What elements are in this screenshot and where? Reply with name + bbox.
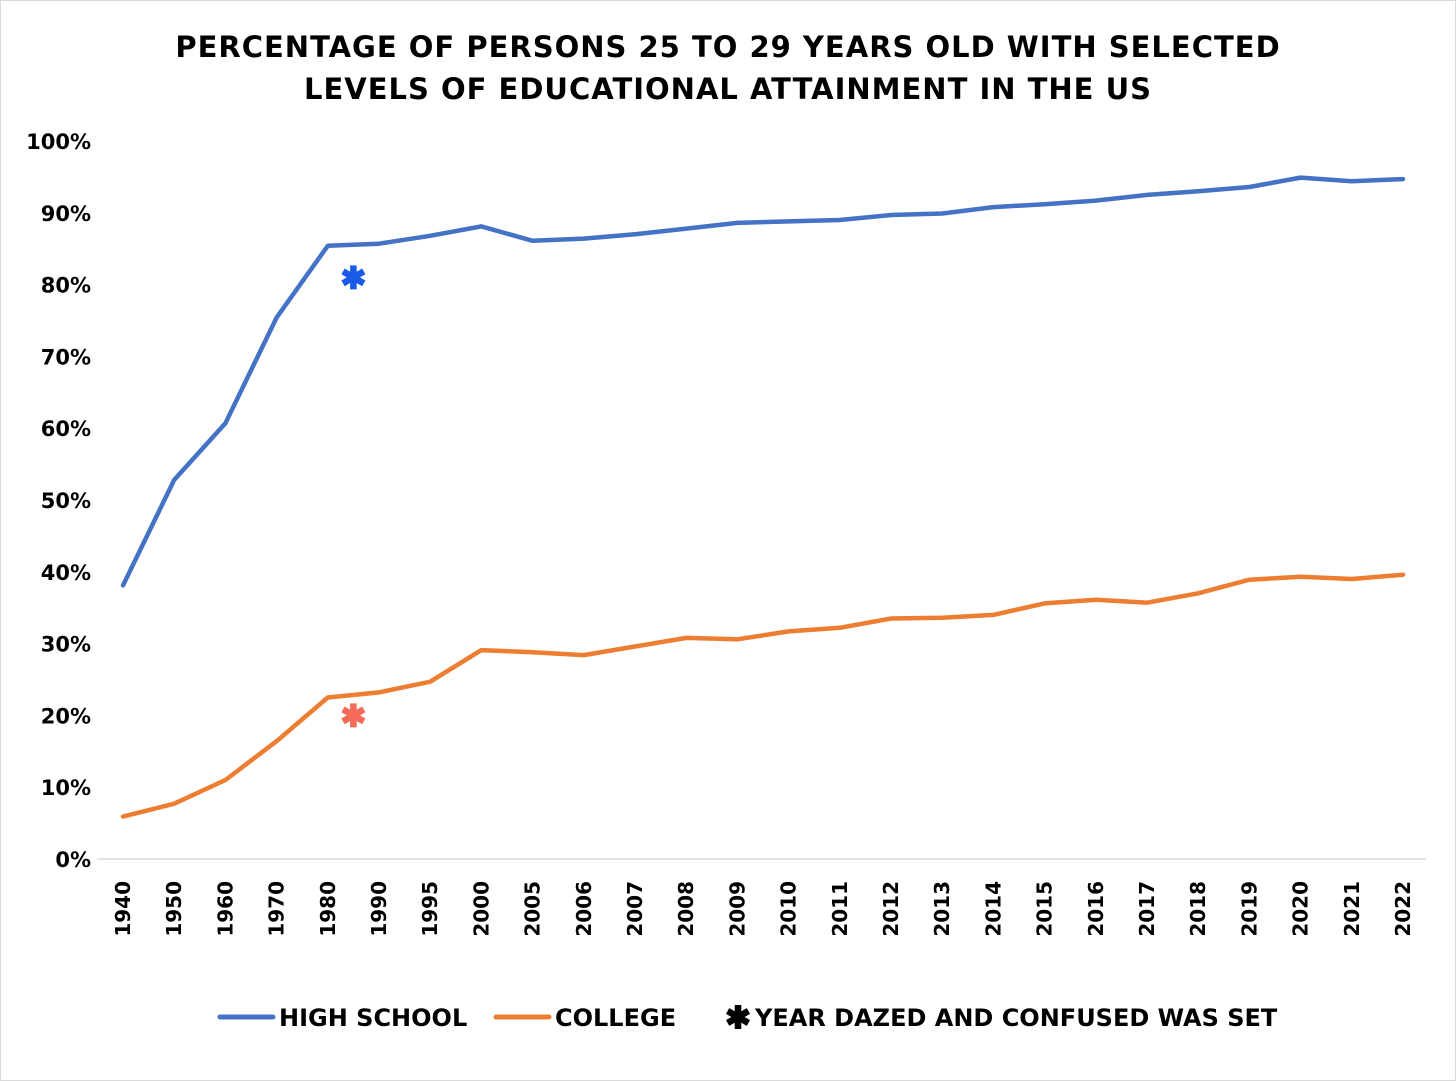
- x-tick-label: 2020: [1289, 881, 1313, 937]
- y-tick-label: 10%: [41, 776, 91, 800]
- y-tick-label: 70%: [41, 345, 91, 369]
- x-tick-label: 2012: [879, 881, 903, 937]
- series-lines: [120, 175, 1406, 819]
- x-tick-label: 1940: [111, 881, 135, 937]
- y-tick-label: 0%: [55, 848, 91, 872]
- x-tick-label: 2015: [1033, 881, 1057, 937]
- marker-asterisk-high-school: [341, 265, 366, 290]
- x-tick-label: 2014: [981, 881, 1005, 937]
- x-axis: 1940 1950 1960 1970 1980 1990 1995 2000 2005 2006…: [111, 881, 1415, 937]
- legend: HIGH SCHOOL COLLEGE YEAR DAZED AND CONFU…: [217, 1004, 1278, 1032]
- x-tick-label: 2016: [1084, 881, 1108, 937]
- chart-title-line-1: PERCENTAGE OF PERSONS 25 TO 29 YEARS OLD…: [175, 30, 1280, 64]
- x-tick-label: 2005: [521, 881, 545, 937]
- legend-label-dazed-and-confused: YEAR DAZED AND CONFUSED WAS SET: [754, 1004, 1278, 1032]
- y-tick-label: 50%: [41, 489, 91, 513]
- chart-title-line-2: LEVELS OF EDUCATIONAL ATTAINMENT IN THE …: [304, 72, 1152, 106]
- x-tick-label: 1970: [265, 881, 289, 937]
- legend-asterisk-icon: [725, 1005, 751, 1029]
- x-tick-label: 2009: [725, 881, 749, 937]
- x-tick-label: 2008: [674, 881, 698, 937]
- x-tick-label: 2000: [469, 881, 493, 937]
- legend-asterisk-glyph: [725, 1005, 751, 1029]
- x-tick-label: 1950: [162, 881, 186, 937]
- x-tick-label: 1990: [367, 881, 391, 937]
- x-tick-label: 1980: [316, 881, 340, 937]
- x-tick-label: 2021: [1340, 881, 1364, 937]
- x-tick-label: 2017: [1135, 881, 1159, 937]
- series-line-high-school: [120, 175, 1406, 588]
- x-tick-label: 1995: [418, 881, 442, 937]
- x-tick-label: 2018: [1186, 881, 1210, 937]
- event-markers: [341, 265, 366, 728]
- y-tick-label: 100%: [26, 130, 91, 154]
- marker-asterisk-college: [341, 703, 366, 728]
- legend-label-high-school: HIGH SCHOOL: [279, 1004, 467, 1032]
- x-tick-label: 2019: [1237, 881, 1261, 937]
- series-line-college: [120, 572, 1406, 819]
- x-tick-label: 2010: [777, 881, 801, 937]
- y-tick-label: 60%: [41, 417, 91, 441]
- y-tick-label: 20%: [41, 704, 91, 728]
- x-tick-label: 2013: [930, 881, 954, 937]
- x-tick-label: 2022: [1391, 881, 1415, 937]
- x-tick-label: 2006: [572, 881, 596, 937]
- y-tick-label: 80%: [41, 274, 91, 298]
- legend-label-college: COLLEGE: [555, 1004, 676, 1032]
- x-tick-label: 2007: [623, 881, 647, 937]
- y-tick-label: 30%: [41, 633, 91, 657]
- x-tick-label: 1960: [213, 881, 237, 937]
- y-tick-label: 90%: [41, 202, 91, 226]
- y-tick-label: 40%: [41, 561, 91, 585]
- y-axis: 0% 10% 20% 30% 40% 50% 60% 70% 80% 90% 100%: [26, 130, 91, 872]
- x-tick-label: 2011: [828, 881, 852, 937]
